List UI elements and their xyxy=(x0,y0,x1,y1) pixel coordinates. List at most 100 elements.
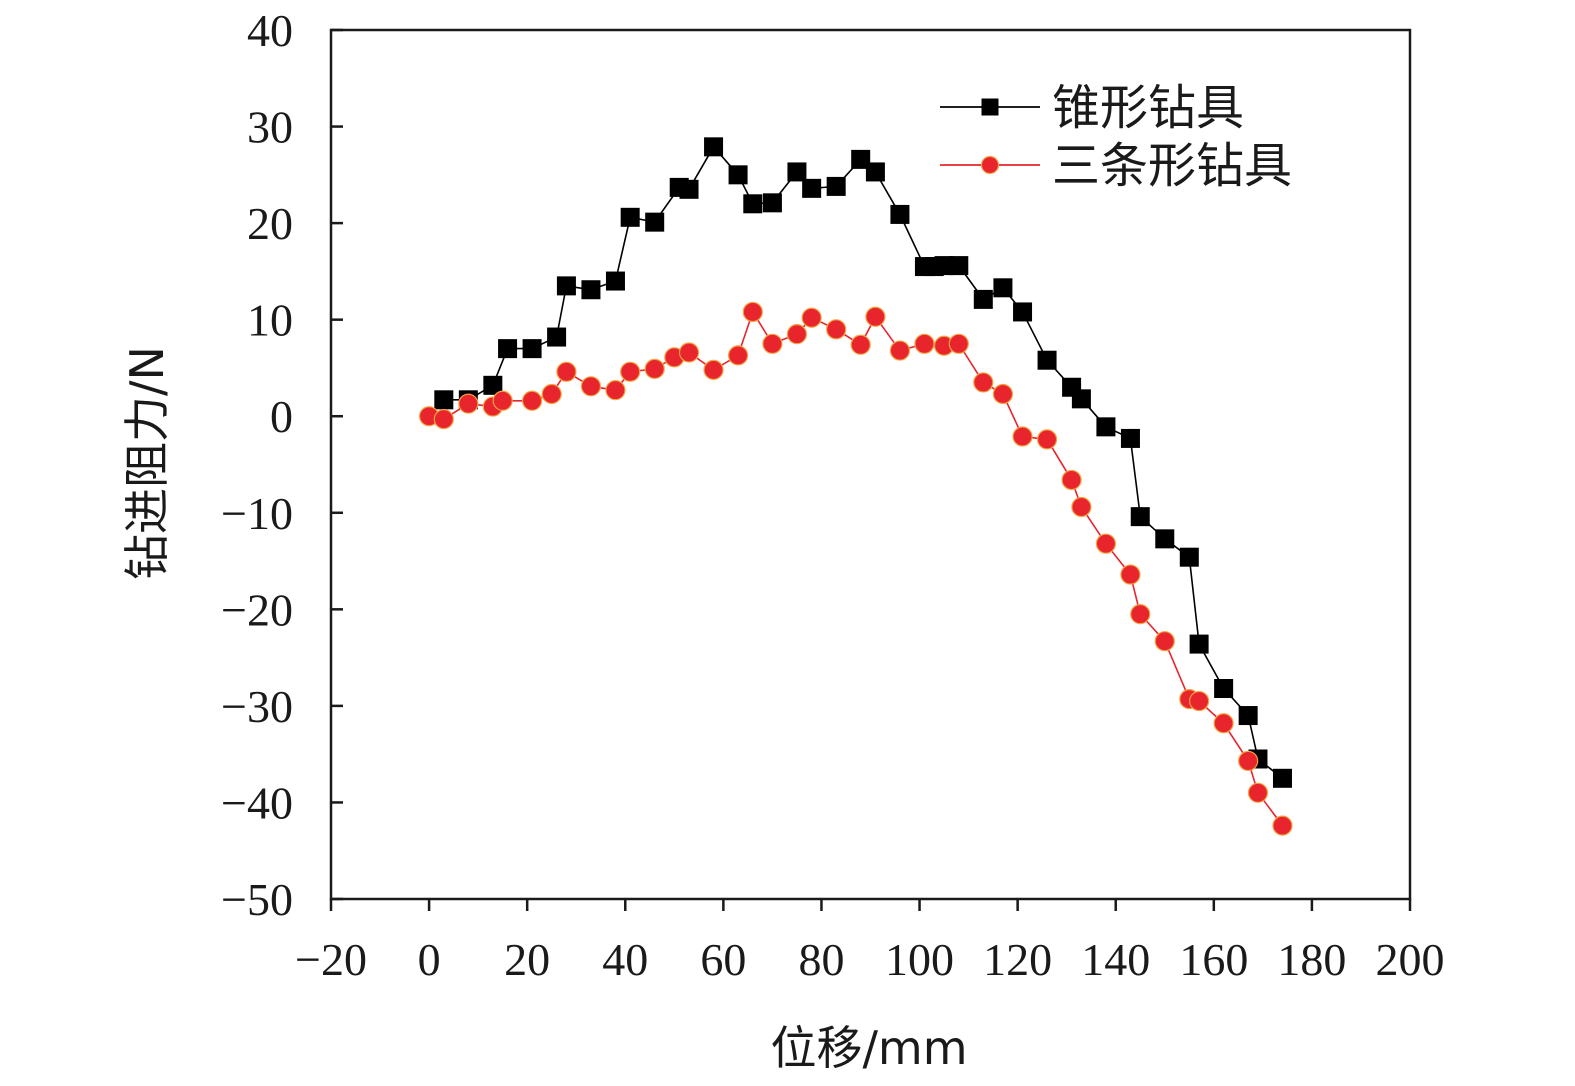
x-tick-label: 140 xyxy=(1081,934,1150,985)
data-point xyxy=(762,333,783,354)
data-point xyxy=(1238,706,1258,726)
legend-label: 锥形钻具 xyxy=(1052,80,1244,136)
data-point xyxy=(787,162,807,182)
y-tick-label: −50 xyxy=(221,874,293,925)
legend-marker xyxy=(980,155,1000,175)
data-point xyxy=(826,176,846,196)
y-tick-label: 0 xyxy=(270,391,293,442)
data-point xyxy=(727,345,749,366)
data-point xyxy=(1189,690,1210,712)
data-point xyxy=(1247,782,1269,803)
plot-frame xyxy=(329,28,1412,901)
data-point xyxy=(743,194,763,214)
data-point xyxy=(433,409,454,430)
data-point xyxy=(826,319,847,340)
x-tick-label: 60 xyxy=(700,934,746,985)
data-point xyxy=(801,307,822,328)
data-point xyxy=(605,380,626,401)
series-cone-drill xyxy=(434,137,1292,788)
y-tick-label: 20 xyxy=(247,198,293,249)
data-point xyxy=(742,301,763,323)
data-point xyxy=(949,256,969,276)
data-point xyxy=(498,339,518,359)
data-point xyxy=(865,162,885,182)
data-point xyxy=(1061,469,1082,491)
data-point xyxy=(645,212,665,232)
plot-area xyxy=(329,28,1412,901)
data-point xyxy=(580,376,602,397)
data-point xyxy=(914,333,935,354)
data-point xyxy=(802,178,822,198)
data-point xyxy=(547,327,567,347)
data-point xyxy=(605,271,625,291)
data-point xyxy=(1071,389,1091,409)
data-point xyxy=(1189,634,1209,654)
data-point xyxy=(541,383,562,405)
data-point xyxy=(1012,426,1033,447)
data-point xyxy=(678,342,700,363)
y-axis-title: 钻进阻力/N xyxy=(120,346,174,580)
data-point xyxy=(1214,679,1234,699)
data-point xyxy=(762,193,782,213)
y-tick-label: −10 xyxy=(221,488,293,539)
data-point xyxy=(1272,815,1293,836)
data-point xyxy=(492,390,513,411)
data-point xyxy=(993,278,1013,298)
y-tick-label: −30 xyxy=(221,681,293,732)
x-tick-label: 40 xyxy=(602,934,648,985)
x-tick-label: 100 xyxy=(885,934,954,985)
data-point xyxy=(1071,496,1092,518)
data-point xyxy=(556,276,576,296)
data-point xyxy=(728,165,748,185)
data-point xyxy=(434,390,454,410)
x-tick-label: 120 xyxy=(983,934,1052,985)
data-point xyxy=(948,333,969,354)
x-tick-label: 80 xyxy=(798,934,844,985)
data-point xyxy=(703,359,724,380)
legend-entry: 锥形钻具 xyxy=(940,80,1244,136)
data-point xyxy=(1013,302,1033,322)
data-point xyxy=(483,375,503,395)
y-tick-label: 30 xyxy=(247,102,293,153)
data-point xyxy=(934,256,954,276)
data-point xyxy=(1272,768,1292,788)
data-point xyxy=(581,280,601,300)
x-tick-label: 200 xyxy=(1376,934,1445,985)
data-point xyxy=(786,324,808,345)
data-point xyxy=(850,334,871,355)
data-point xyxy=(521,390,543,411)
data-point xyxy=(1155,529,1175,549)
data-point xyxy=(458,393,479,414)
data-point xyxy=(556,361,577,382)
data-point xyxy=(620,207,640,227)
y-tick-label: −40 xyxy=(221,777,293,828)
data-point xyxy=(1037,350,1057,370)
legend-marker xyxy=(981,98,999,116)
data-point xyxy=(522,339,542,359)
data-point xyxy=(1130,507,1150,527)
x-axis-title: 位移/mm xyxy=(770,1021,967,1075)
data-point xyxy=(1036,429,1058,450)
data-point xyxy=(1154,631,1175,652)
data-point xyxy=(890,204,910,224)
data-point xyxy=(865,306,886,327)
data-point xyxy=(1179,547,1199,567)
data-point xyxy=(973,289,993,309)
series-layer xyxy=(418,137,1293,836)
x-tick-label: 20 xyxy=(504,934,550,985)
legend-entry: 三条形钻具 xyxy=(940,138,1292,194)
data-point xyxy=(992,383,1014,405)
data-point xyxy=(1130,604,1151,625)
data-point xyxy=(889,340,911,361)
data-point xyxy=(679,179,699,199)
data-point xyxy=(1120,428,1140,448)
series-three-strip-drill xyxy=(418,301,1293,836)
series-line xyxy=(443,145,1283,779)
y-tick-label: −20 xyxy=(221,584,293,635)
axes: −20 0 20 40 60 80 100 120 140 160 180 200−50−40−30−… xyxy=(221,5,1444,985)
data-point xyxy=(851,149,871,169)
data-point xyxy=(1095,533,1117,554)
x-tick-label: 180 xyxy=(1277,934,1346,985)
data-point xyxy=(1213,713,1234,734)
